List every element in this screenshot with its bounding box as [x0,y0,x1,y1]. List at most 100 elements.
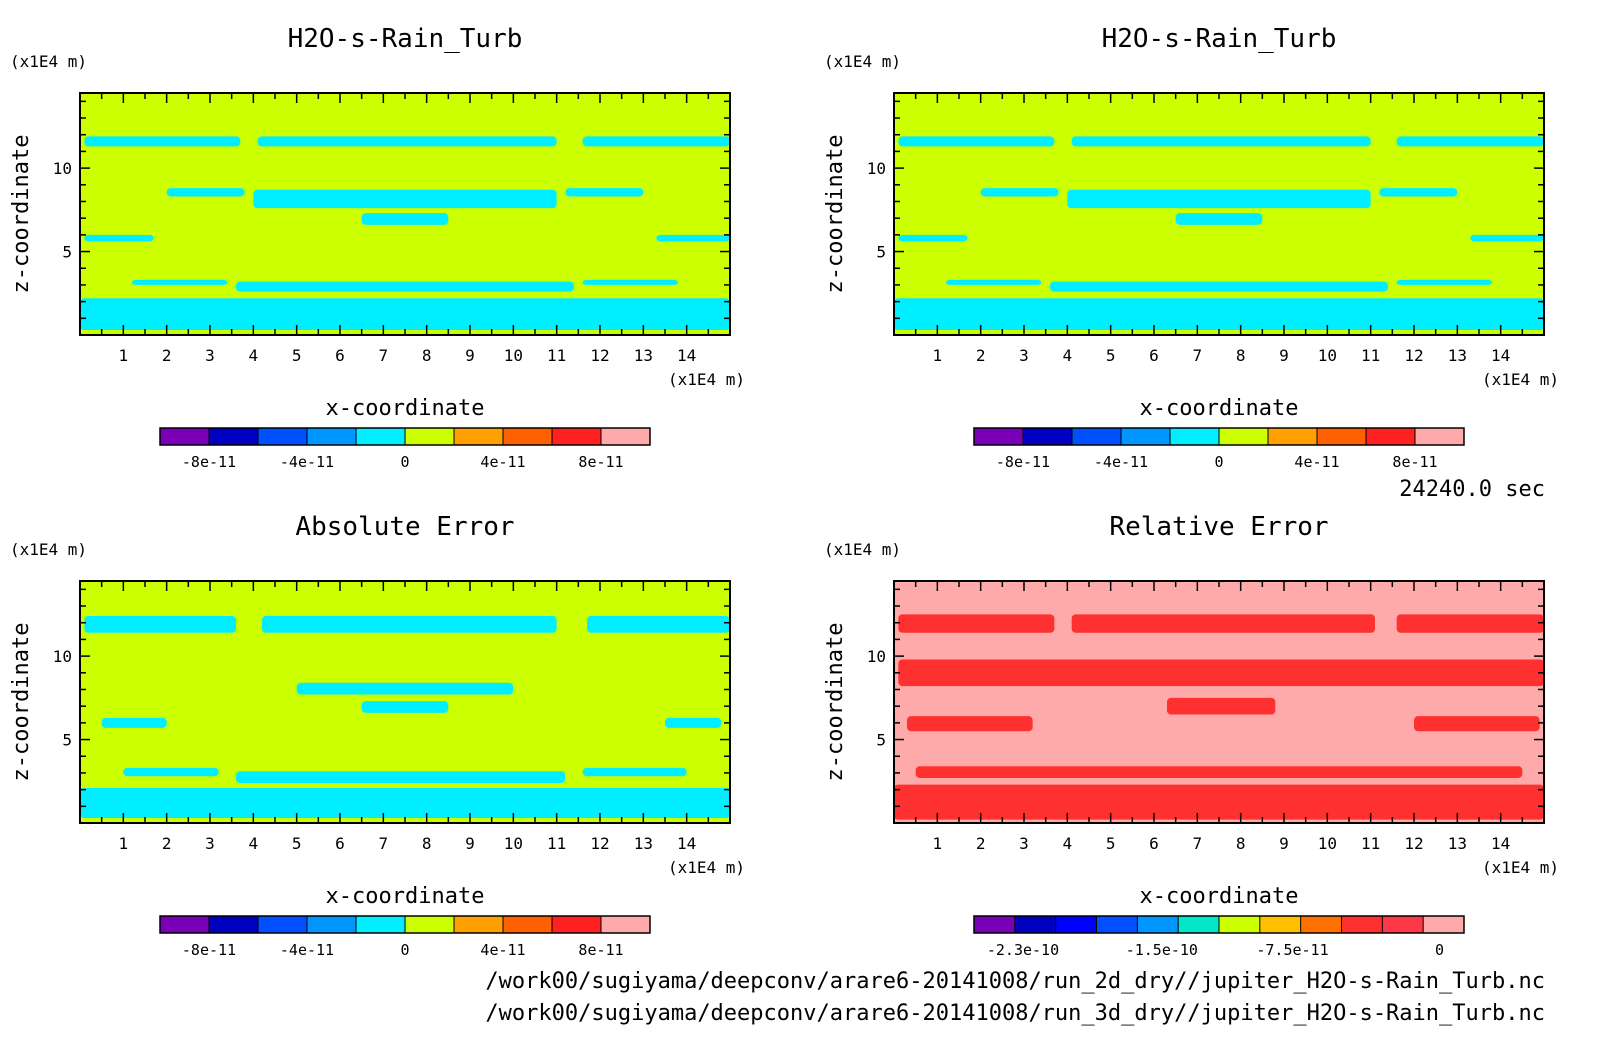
x-tick-label: 6 [1149,346,1159,365]
colorbar-swatch [1341,916,1383,933]
colorbar-swatch [307,428,357,445]
x-tick-label: 2 [976,834,986,853]
colorbar-label: -2.3e-10 [987,941,1059,959]
x-tick-label: 2 [162,834,172,853]
colorbar-swatch [1300,916,1342,933]
x-tick-label: 14 [677,346,696,365]
colorbar-swatch [503,428,553,445]
x-unit-label: (x1E4 m) [1482,370,1559,389]
colorbar-swatch [405,916,455,933]
contour-band [1470,234,1544,242]
x-tick-label: 3 [1019,346,1029,365]
x-unit-label: (x1E4 m) [668,370,745,389]
file-path-2d: /work00/sugiyama/deepconv/arare6-2014100… [485,969,1545,994]
contour-band [257,136,557,147]
x-tick-label: 13 [1448,834,1467,853]
colorbar-label: -4e-11 [1094,453,1148,471]
contour-band [1167,697,1276,715]
colorbar-label: -4e-11 [280,453,334,471]
colorbar-label: 4e-11 [480,941,525,959]
contour-band [582,136,730,147]
colorbar-swatch [1219,916,1261,933]
colorbar-label: 4e-11 [1294,453,1339,471]
contour-band [898,614,1055,633]
x-tick-label: 1 [119,834,129,853]
panel-top-left: H2O-s-Rain_Turb(x1E4 m)(x1E4 m)1 2 3 4 5 6 7 8 9… [9,24,745,471]
x-tick-label: 8 [1236,834,1246,853]
contour-band [1071,136,1371,147]
x-tick-label: 14 [677,834,696,853]
y-tick-label: 5 [62,731,72,750]
contour-band [946,279,1042,285]
colorbar-swatch [307,916,357,933]
panel-bottom-left: Absolute Error(x1E4 m)(x1E4 m)1 2 3 4 5 6 7 8 9 1… [9,512,745,959]
x-tick-label: 4 [1063,834,1073,853]
contour-band [898,234,968,242]
contour-band [1379,188,1458,197]
colorbar-label: 4e-11 [480,453,525,471]
x-tick-label: 12 [590,346,609,365]
contour-band [361,701,449,713]
x-tick-label: 10 [504,346,523,365]
y-unit-label: (x1E4 m) [824,52,901,71]
colorbar-label: 8e-11 [578,941,623,959]
y-axis-label: z-coordinate [9,623,34,782]
contour-band [915,766,1523,778]
x-axis-label: x-coordinate [1140,884,1299,909]
panel-title: Absolute Error [295,512,514,542]
contour-band [1067,189,1371,209]
colorbar-swatch [1259,916,1302,933]
x-tick-label: 6 [335,834,345,853]
colorbar-swatch [1219,428,1269,445]
panel-title: H2O-s-Rain_Turb [288,24,523,54]
contour-band [84,234,154,242]
panel-bottom-right: Relative Error(x1E4 m)(x1E4 m)1 2 3 4 5 6 7 8 9 1… [823,512,1559,959]
x-tick-label: 3 [205,834,215,853]
contour-band [665,717,722,728]
colorbar-label: -8e-11 [996,453,1050,471]
contour-band [80,787,730,818]
colorbar-swatch [405,428,455,445]
x-tick-label: 11 [547,346,566,365]
colorbar-swatch [1072,428,1122,445]
colorbar-swatch [209,916,259,933]
x-tick-label: 1 [119,346,129,365]
x-tick-label: 7 [379,834,389,853]
colorbar-label: -7.5e-11 [1256,941,1328,959]
x-tick-label: 5 [1106,346,1116,365]
x-tick-label: 10 [1318,346,1337,365]
x-tick-label: 12 [1404,834,1423,853]
x-tick-label: 11 [547,834,566,853]
colorbar-swatch [1014,916,1057,933]
colorbar-label: 8e-11 [578,453,623,471]
x-tick-label: 1 [933,346,943,365]
x-tick-label: 11 [1361,346,1380,365]
contour-band [907,716,1033,732]
colorbar-swatch [1366,428,1416,445]
contour-band [84,616,236,633]
y-tick-label: 10 [867,159,886,178]
contour-band [236,771,566,783]
x-unit-label: (x1E4 m) [1482,858,1559,877]
colorbar-swatch [356,428,406,445]
contour-band [1396,136,1544,147]
contour-band [656,234,730,242]
panel-top-right: H2O-s-Rain_Turb(x1E4 m)(x1E4 m)1 2 3 4 5 6 7 8 9… [823,24,1559,471]
contour-band [361,213,449,225]
x-axis-label: x-coordinate [326,884,485,909]
x-tick-label: 5 [1106,834,1116,853]
y-unit-label: (x1E4 m) [824,540,901,559]
x-tick-label: 3 [1019,834,1029,853]
contour-band [84,136,241,147]
x-tick-label: 4 [249,834,259,853]
y-axis-label: z-coordinate [823,623,848,782]
y-tick-label: 10 [867,647,886,666]
x-axis-label: x-coordinate [326,396,485,421]
contour-band [980,188,1059,197]
contour-band [236,281,574,292]
x-tick-label: 12 [590,834,609,853]
y-tick-label: 5 [876,243,886,262]
x-tick-label: 10 [1318,834,1337,853]
colorbar-swatch [601,916,651,933]
